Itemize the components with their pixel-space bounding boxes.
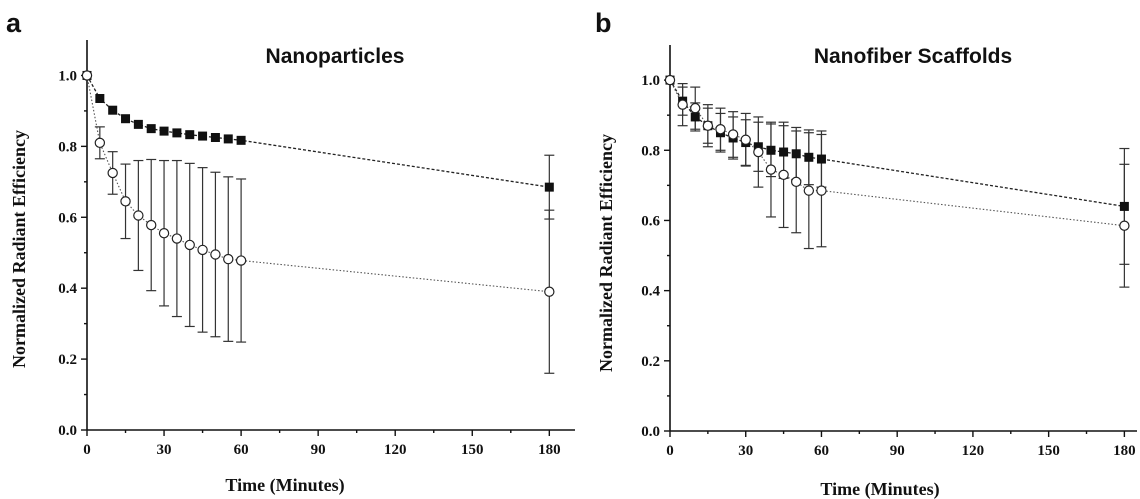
panel-b-markers xyxy=(664,74,1130,231)
series-line-filled-squares xyxy=(86,75,550,188)
data-point-filled-square xyxy=(210,133,220,142)
panel-b-axes xyxy=(669,45,1137,432)
panel-a-error-bars xyxy=(94,126,555,374)
panel-a: a Nanoparticles Time (Minutes) Normalize… xyxy=(6,8,575,496)
data-point-filled-square xyxy=(172,128,182,138)
data-point-open-circle xyxy=(803,185,815,196)
data-point-filled-square xyxy=(159,126,169,136)
data-point-filled-square xyxy=(791,149,801,159)
data-point-filled-square xyxy=(223,134,233,144)
panel-b: b Nanofiber Scaffolds Time (Minutes) Nor… xyxy=(595,8,1137,499)
data-point-open-circle xyxy=(171,233,183,244)
data-point-open-circle xyxy=(210,249,221,260)
panel-a-y-axis-label: Normalized Radiant Efficiency xyxy=(9,130,29,368)
data-point-open-circle xyxy=(702,120,714,131)
panel-b-series-lines xyxy=(669,79,1125,227)
x-tick-label: 150 xyxy=(461,442,484,458)
panel-b-x-axis-label: Time (Minutes) xyxy=(820,479,939,499)
data-point-open-circle xyxy=(81,70,93,81)
data-point-filled-square xyxy=(690,112,700,122)
data-point-filled-square xyxy=(121,114,131,124)
x-tick-label: 30 xyxy=(738,443,753,459)
data-point-filled-square xyxy=(779,147,789,157)
data-point-open-circle xyxy=(791,176,802,188)
data-point-open-circle xyxy=(235,255,247,266)
y-tick-label: 1.0 xyxy=(641,73,660,89)
data-point-open-circle xyxy=(753,146,764,158)
y-tick-label: 1.0 xyxy=(58,68,77,84)
x-tick-label: 120 xyxy=(384,442,407,458)
data-point-filled-square xyxy=(95,94,105,103)
data-point-open-circle xyxy=(158,228,170,239)
data-point-open-circle xyxy=(1119,220,1130,231)
data-point-open-circle xyxy=(107,167,118,179)
data-point-open-circle xyxy=(133,210,144,221)
x-tick-label: 180 xyxy=(538,442,561,458)
data-point-filled-square xyxy=(133,119,143,129)
panel-a-letter: a xyxy=(6,8,22,38)
data-point-open-circle xyxy=(184,239,195,251)
y-tick-label: 0.4 xyxy=(641,284,660,300)
data-point-open-circle xyxy=(146,219,157,231)
panel-b-error-bars xyxy=(677,82,1130,288)
data-point-open-circle xyxy=(690,102,701,114)
y-tick-label: 0.6 xyxy=(58,210,77,226)
y-tick-label: 0.6 xyxy=(641,213,660,229)
data-point-open-circle xyxy=(120,196,131,207)
panel-a-markers xyxy=(81,70,555,297)
data-point-open-circle xyxy=(727,129,739,140)
data-point-open-circle xyxy=(94,137,106,149)
data-point-open-circle xyxy=(778,169,789,181)
panel-b-y-axis-label: Normalized Radiant Efficiency xyxy=(596,134,616,372)
y-tick-label: 0.2 xyxy=(58,352,77,368)
series-line-open-circles xyxy=(86,75,550,293)
panel-b-letter: b xyxy=(595,8,612,38)
panel-a-series-lines xyxy=(86,75,550,293)
x-tick-label: 60 xyxy=(814,443,829,459)
panel-a-axes xyxy=(86,40,575,431)
data-point-filled-square xyxy=(146,124,156,134)
data-point-open-circle xyxy=(740,134,751,145)
panel-b-ticks: 0 30 60 90 120 150 180 0.0 0.2 0.4 0.6 0.8 1.0 xyxy=(641,73,1135,459)
data-point-open-circle xyxy=(664,74,676,86)
data-point-open-circle xyxy=(223,253,234,265)
y-tick-label: 0.4 xyxy=(58,281,77,297)
panel-b-title: Nanofiber Scaffolds xyxy=(814,45,1012,68)
x-tick-label: 90 xyxy=(311,442,326,458)
data-point-open-circle xyxy=(765,164,777,175)
x-tick-label: 120 xyxy=(962,443,985,459)
data-point-open-circle xyxy=(816,185,827,196)
x-tick-label: 60 xyxy=(234,442,249,458)
data-point-filled-square xyxy=(236,135,246,145)
panel-a-ticks: 0 30 60 90 120 150 180 0.0 0.2 0.4 0.6 0.8 1.0 xyxy=(58,68,560,458)
data-point-open-circle xyxy=(197,244,208,256)
data-point-filled-square xyxy=(816,154,826,164)
data-point-open-circle xyxy=(544,286,555,297)
panel-a-title: Nanoparticles xyxy=(266,45,405,68)
data-point-open-circle xyxy=(677,99,688,110)
y-tick-label: 0.8 xyxy=(641,143,660,159)
series-line-open-circles xyxy=(669,79,1125,227)
x-tick-label: 90 xyxy=(890,443,905,459)
x-tick-label: 0 xyxy=(83,442,91,458)
panel-a-x-axis-label: Time (Minutes) xyxy=(225,475,344,496)
data-point-filled-square xyxy=(108,105,118,115)
y-tick-label: 0.8 xyxy=(58,139,77,155)
series-line-filled-squares xyxy=(669,79,1125,208)
y-tick-label: 0.2 xyxy=(641,354,660,370)
x-tick-label: 30 xyxy=(157,442,172,458)
data-point-filled-square xyxy=(1119,201,1129,211)
data-point-filled-square xyxy=(198,131,208,141)
data-point-filled-square xyxy=(804,152,814,162)
data-point-filled-square xyxy=(185,130,195,140)
y-tick-label: 0.0 xyxy=(641,424,660,440)
x-tick-label: 0 xyxy=(666,443,674,459)
y-tick-label: 0.0 xyxy=(58,423,77,439)
x-tick-label: 150 xyxy=(1037,443,1060,459)
data-point-filled-square xyxy=(766,145,776,155)
data-point-filled-square xyxy=(544,182,554,192)
x-tick-label: 180 xyxy=(1113,443,1136,459)
data-point-open-circle xyxy=(715,124,726,135)
